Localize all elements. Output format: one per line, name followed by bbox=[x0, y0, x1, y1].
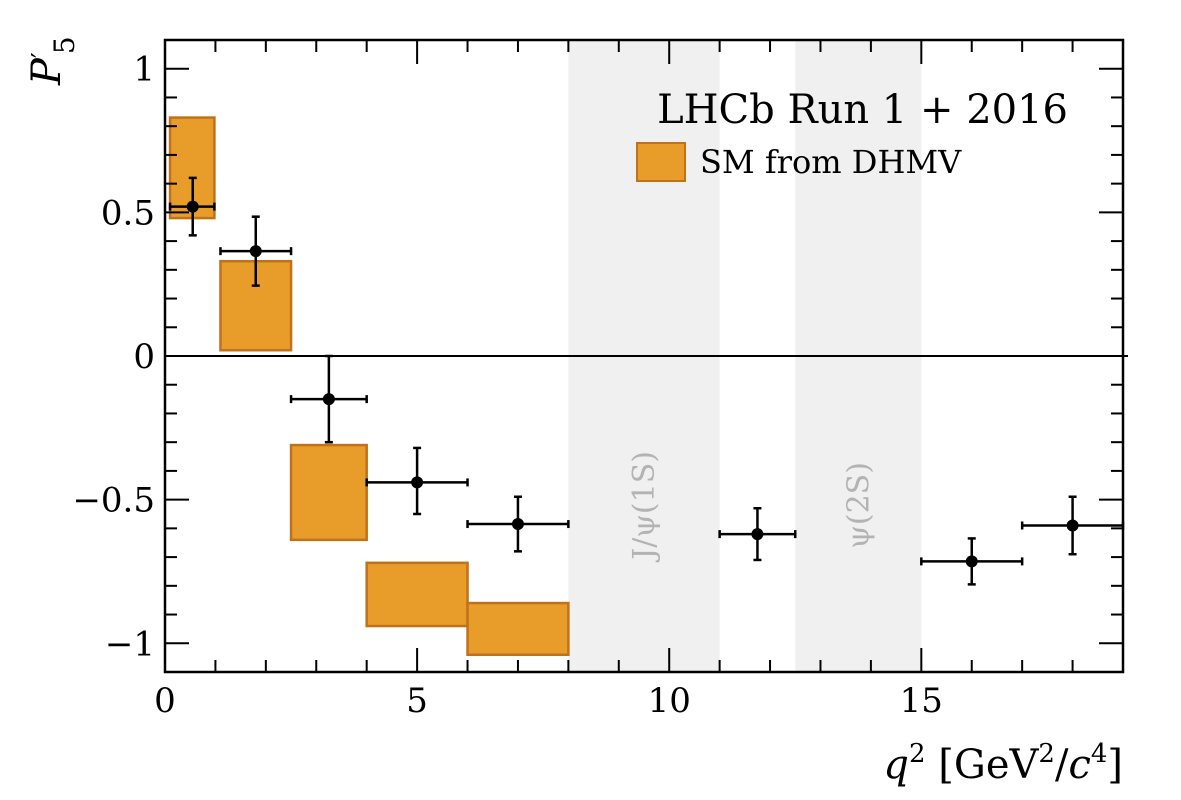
data-point-1 bbox=[219, 215, 293, 287]
point-marker bbox=[511, 518, 524, 531]
x-tick-label: 15 bbox=[900, 681, 943, 721]
sm-prediction-boxes bbox=[168, 116, 570, 657]
data-point-4 bbox=[466, 495, 570, 553]
data-point-0 bbox=[168, 176, 216, 237]
y-tick-label: −1 bbox=[105, 624, 155, 664]
x-axis-title: q2 [GeV2/c4] bbox=[883, 739, 1123, 788]
sm-box-3 bbox=[365, 561, 469, 628]
data-point-5 bbox=[718, 507, 797, 562]
sm-box-4 bbox=[466, 601, 570, 657]
data-points bbox=[168, 176, 1125, 586]
y-tick-label: 0.5 bbox=[101, 193, 155, 233]
point-marker bbox=[322, 393, 335, 406]
point-marker bbox=[411, 476, 424, 489]
excluded-band-label-0: J/ψ(1S) bbox=[627, 451, 662, 563]
x-tick-label: 10 bbox=[648, 681, 691, 721]
point-marker bbox=[186, 200, 199, 213]
y-tick-label: 0 bbox=[133, 337, 155, 377]
data-point-7 bbox=[1020, 495, 1125, 556]
legend: LHCb Run 1 + 2016 SM from DHMV bbox=[636, 87, 1068, 182]
data-point-3 bbox=[365, 446, 469, 516]
y-tick-label: −0.5 bbox=[72, 481, 155, 521]
excluded-band-label-1: ψ(2S) bbox=[841, 462, 876, 549]
point-marker bbox=[965, 555, 978, 568]
experiment-label: LHCb Run 1 + 2016 bbox=[657, 87, 1068, 133]
legend-swatch bbox=[636, 142, 686, 182]
y-tick-label: 1 bbox=[133, 50, 155, 90]
y-axis-title: P′5 bbox=[24, 36, 81, 86]
point-marker bbox=[249, 245, 262, 258]
axis-titles: P′5 q2 [GeV2/c4] bbox=[24, 36, 1123, 788]
tick-labels: 0 5 10 15 −1 −0.5 0 0.5 1 bbox=[72, 50, 943, 721]
axes bbox=[163, 38, 1125, 674]
data-point-2 bbox=[289, 354, 368, 444]
point-marker bbox=[751, 528, 764, 541]
data-point-6 bbox=[920, 537, 1024, 586]
x-tick-label: 5 bbox=[406, 681, 428, 721]
point-marker bbox=[1066, 519, 1079, 532]
x-tick-label: 0 bbox=[154, 681, 176, 721]
sm-box-2 bbox=[289, 443, 368, 542]
legend-label: SM from DHMV bbox=[700, 143, 962, 181]
